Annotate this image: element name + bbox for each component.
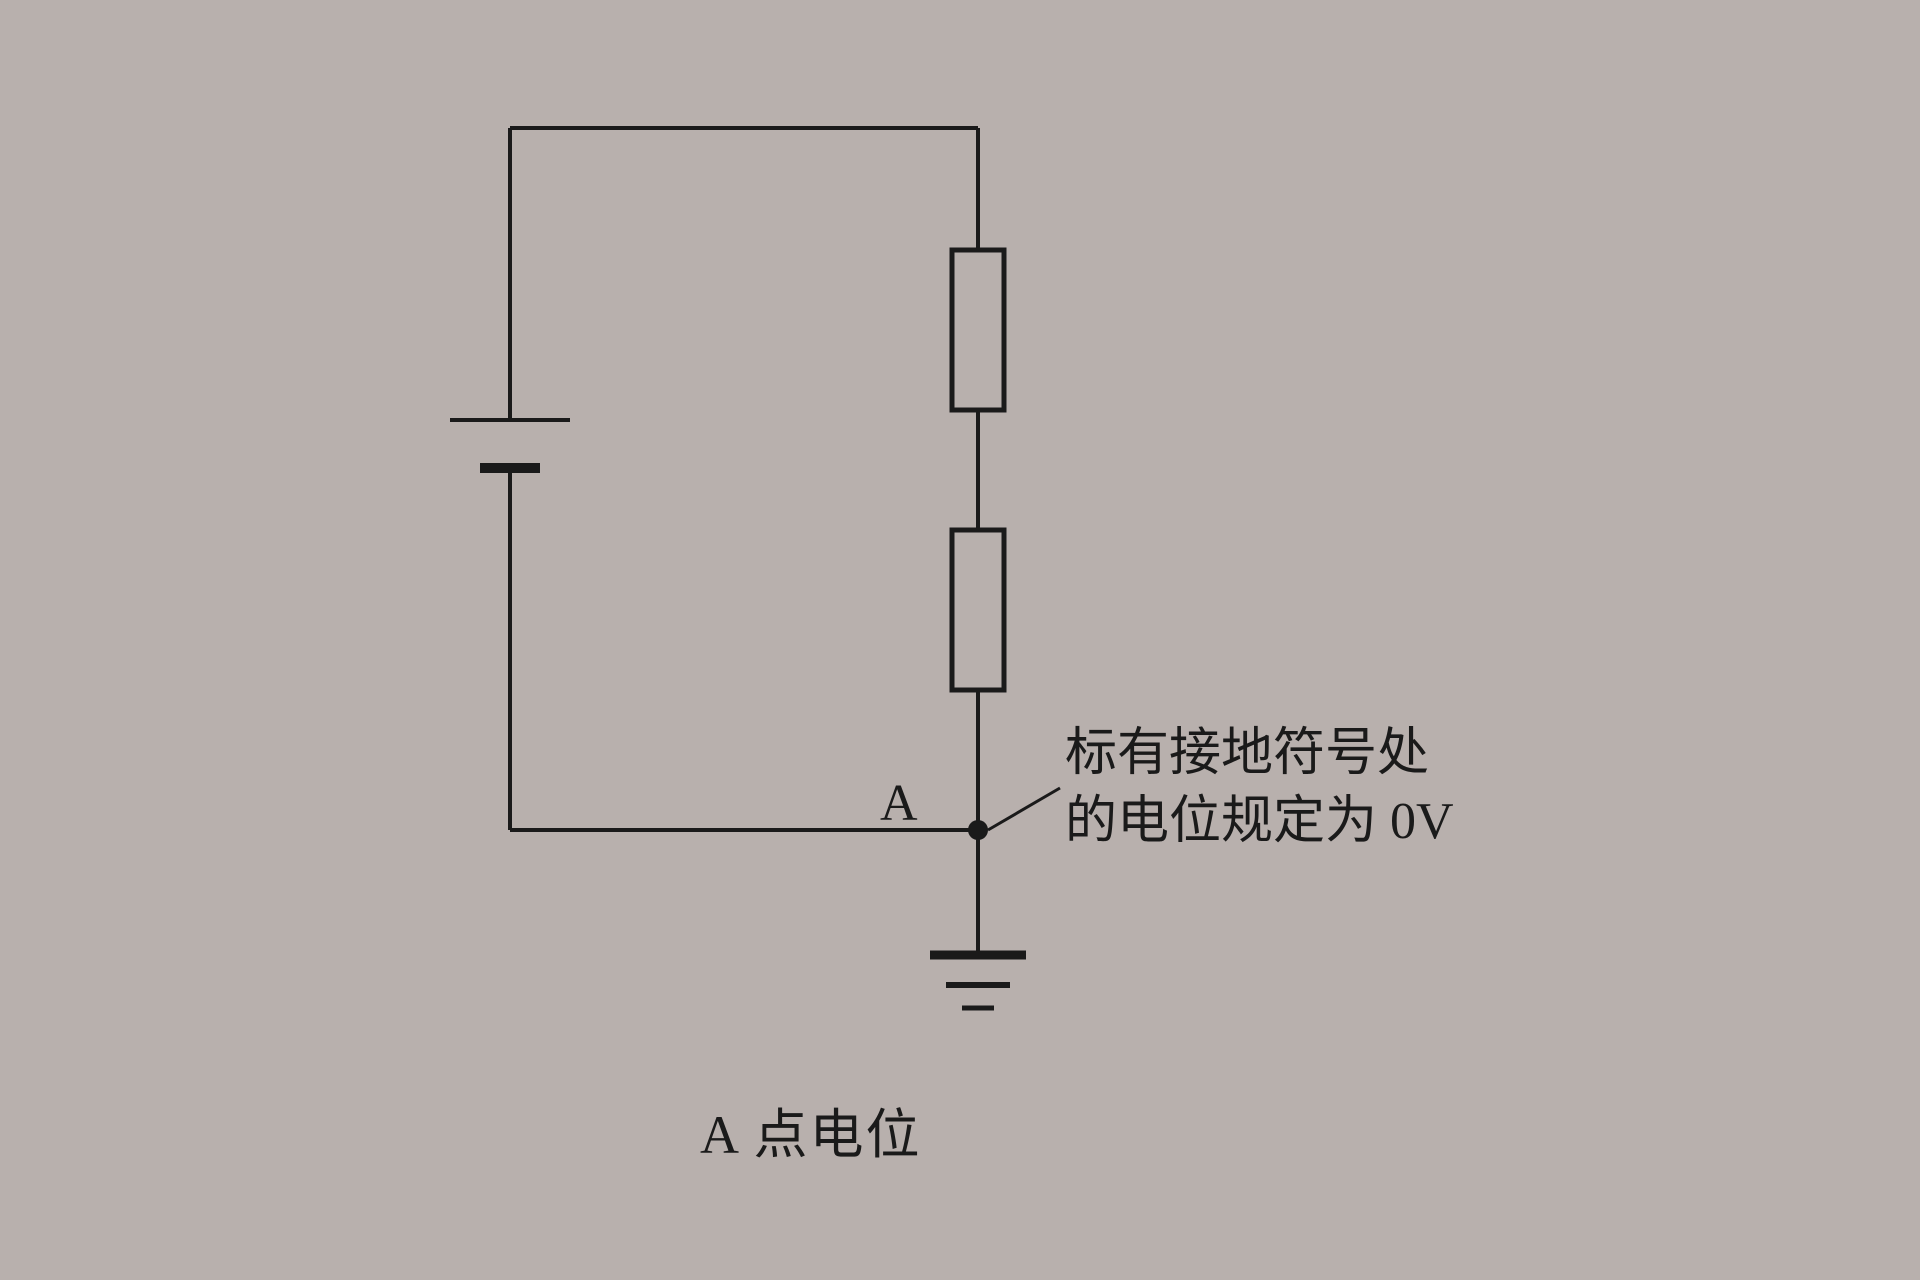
resistor-2 [952, 530, 1004, 690]
annotation-line2: 的电位规定为 0V [1065, 788, 1454, 856]
resistor-1 [952, 250, 1004, 410]
diagram-caption: A 点电位 [700, 1100, 922, 1170]
annotation-leader [988, 788, 1060, 830]
node-a-label: A [880, 770, 918, 838]
circuit-diagram: A 标有接地符号处 的电位规定为 0V A 点电位 [0, 0, 1920, 1280]
annotation-line1: 标有接地符号处 [1065, 720, 1429, 788]
circuit-svg [0, 0, 1920, 1280]
